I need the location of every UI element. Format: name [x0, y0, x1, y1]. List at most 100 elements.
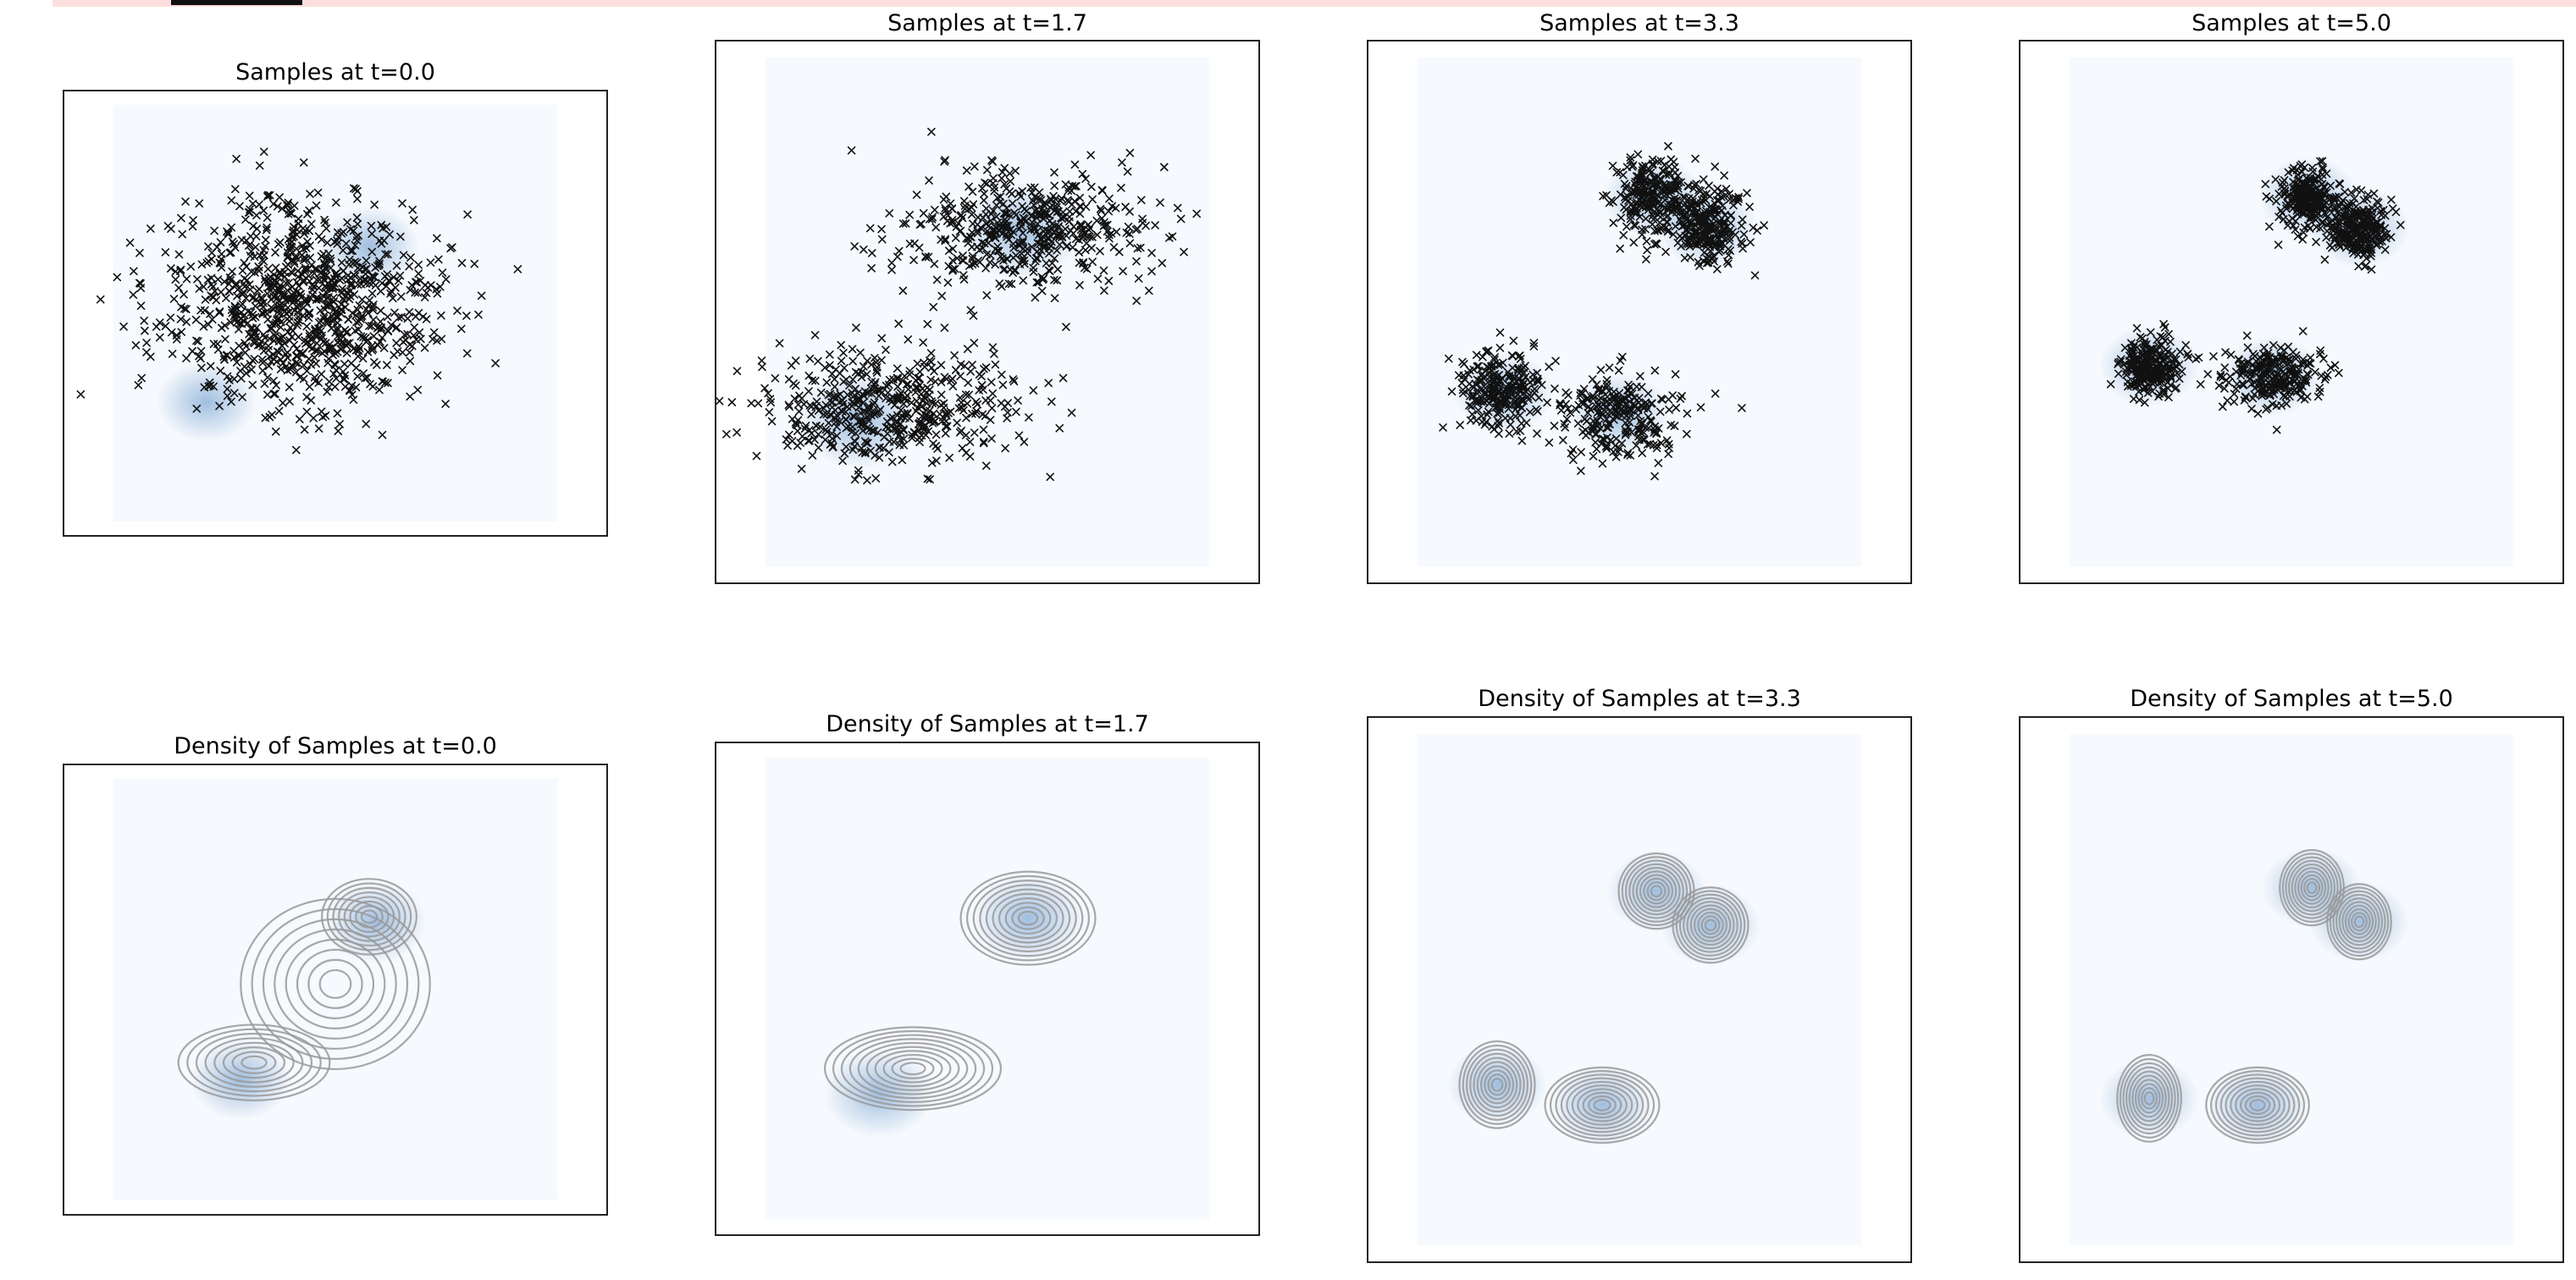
- sample-marker: [928, 415, 937, 424]
- sample-marker: [758, 362, 766, 372]
- sample-marker: [1006, 177, 1014, 186]
- sample-marker: [1725, 190, 1733, 198]
- sample-marker: [1527, 392, 1536, 401]
- sample-marker: [420, 293, 429, 302]
- sample-marker: [1563, 404, 1573, 413]
- sample-marker: [1656, 407, 1665, 417]
- sample-marker: [1627, 428, 1636, 437]
- sample-marker: [981, 263, 990, 273]
- sample-marker: [1034, 278, 1043, 287]
- sample-marker: [1118, 158, 1126, 167]
- sample-marker: [764, 389, 772, 398]
- sample-marker: [979, 438, 988, 446]
- sample-marker: [285, 397, 294, 406]
- sample-marker: [199, 282, 208, 291]
- sample-marker: [1055, 424, 1064, 433]
- sample-marker: [998, 254, 1007, 262]
- sample-marker: [2298, 327, 2308, 335]
- sample-marker: [1111, 204, 1120, 212]
- sample-marker: [2297, 168, 2307, 176]
- sample-marker: [407, 281, 417, 290]
- sample-marker: [1665, 170, 1673, 179]
- sample-marker: [311, 324, 319, 334]
- sample-marker: [355, 301, 364, 310]
- sample-marker: [2320, 255, 2330, 264]
- sample-marker: [790, 394, 799, 403]
- sample-marker: [206, 361, 215, 371]
- sample-marker: [850, 475, 860, 484]
- sample-marker: [2330, 206, 2339, 214]
- sample-marker: [924, 252, 933, 262]
- sample-marker: [1108, 201, 1116, 211]
- sample-marker: [2220, 384, 2229, 393]
- sample-marker: [344, 315, 353, 324]
- sample-marker: [255, 284, 263, 294]
- sample-marker: [1663, 185, 1672, 194]
- sample-marker: [1609, 448, 1617, 456]
- sample-marker: [1572, 405, 1581, 414]
- sample-marker: [2275, 379, 2283, 389]
- sample-marker: [281, 362, 290, 372]
- sample-marker: [2194, 353, 2203, 362]
- sample-marker: [274, 314, 284, 323]
- sample-marker: [1559, 436, 1567, 444]
- contour-ring: [1646, 881, 1667, 902]
- contour-ring: [2239, 1091, 2276, 1119]
- sample-marker: [375, 385, 384, 394]
- sample-marker: [2164, 367, 2173, 375]
- sample-marker: [2138, 334, 2147, 343]
- sample-marker: [2223, 396, 2231, 405]
- sample-marker: [1003, 408, 1012, 417]
- contour-ring: [2205, 1066, 2310, 1145]
- sample-marker: [292, 445, 301, 455]
- sample-marker: [2131, 355, 2140, 364]
- sample-marker: [457, 324, 466, 334]
- sample-marker: [182, 354, 191, 362]
- sample-marker: [1677, 178, 1685, 187]
- sample-marker: [437, 311, 445, 320]
- sample-marker: [2297, 360, 2306, 368]
- sample-marker: [915, 438, 924, 446]
- sample-marker: [384, 327, 393, 336]
- sample-marker: [757, 356, 766, 365]
- sample-marker: [274, 303, 284, 312]
- sample-marker: [1521, 361, 1529, 371]
- sample-marker: [2380, 223, 2390, 233]
- sample-marker: [2280, 176, 2289, 185]
- plot-area: [715, 742, 1260, 1236]
- sample-marker: [210, 226, 218, 235]
- sample-marker: [981, 396, 990, 405]
- contour-ring: [2249, 1099, 2266, 1112]
- sample-marker: [2283, 191, 2291, 200]
- sample-marker: [423, 283, 433, 292]
- sample-marker: [1505, 373, 1514, 382]
- sample-marker: [1025, 413, 1033, 422]
- sample-marker: [1715, 241, 1724, 251]
- sample-marker: [937, 361, 946, 370]
- sample-marker: [894, 246, 904, 256]
- sample-marker: [827, 369, 837, 378]
- contour-ring: [1004, 902, 1052, 935]
- density-contour-plot: [113, 778, 558, 1201]
- sample-marker: [1147, 267, 1156, 276]
- sample-marker: [1075, 280, 1084, 290]
- sample-marker: [358, 354, 368, 363]
- sample-marker: [1058, 233, 1066, 242]
- sample-marker: [1662, 436, 1672, 444]
- sample-marker: [1643, 440, 1652, 449]
- sample-marker: [269, 336, 279, 345]
- sample-marker: [1664, 202, 1672, 212]
- sample-marker: [1528, 370, 1538, 379]
- sample-marker: [2373, 197, 2381, 206]
- sample-marker: [1562, 415, 1572, 423]
- panel-title: Density of Samples at t=0.0: [174, 733, 497, 759]
- sample-marker: [1029, 386, 1038, 394]
- sample-marker: [1676, 394, 1685, 403]
- sample-marker: [323, 387, 332, 396]
- sample-marker: [351, 257, 359, 267]
- sample-marker: [1720, 192, 1728, 201]
- sample-marker: [1705, 211, 1715, 220]
- sample-marker: [1650, 226, 1659, 235]
- sample-marker: [2318, 157, 2327, 166]
- sample-marker: [998, 380, 1008, 389]
